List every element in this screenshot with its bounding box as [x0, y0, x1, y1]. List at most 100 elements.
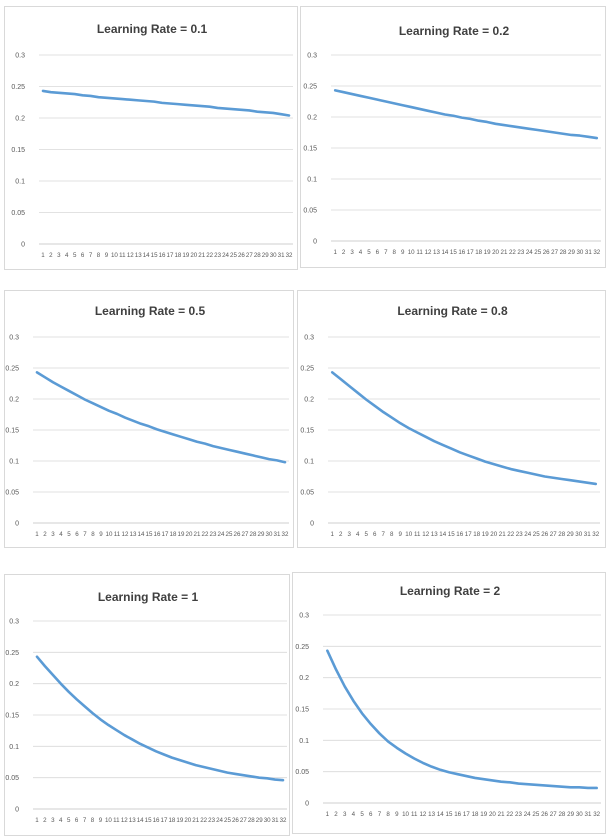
x-tick-label: 22	[202, 531, 209, 538]
x-tick-label: 1	[333, 249, 337, 256]
x-tick-label: 18	[475, 249, 482, 256]
x-tick-label: 27	[246, 252, 253, 259]
x-tick-label: 9	[399, 531, 403, 538]
x-tick-label: 23	[516, 531, 523, 538]
x-tick-label: 2	[339, 531, 343, 538]
y-tick-label: 0.25	[303, 84, 317, 91]
x-tick-label: 21	[194, 531, 201, 538]
y-tick-label: 0.15	[295, 707, 309, 714]
x-tick-label: 17	[463, 811, 470, 818]
x-tick-label: 25	[224, 817, 231, 824]
x-tick-label: 7	[83, 531, 87, 538]
x-tick-label: 16	[454, 811, 461, 818]
x-tick-label: 16	[159, 252, 166, 259]
x-tick-label: 9	[99, 531, 103, 538]
x-tick-label: 20	[184, 817, 191, 824]
x-tick-label: 24	[222, 252, 229, 259]
x-tick-label: 29	[567, 531, 574, 538]
y-tick-label: 0.3	[299, 613, 309, 620]
x-tick-label: 8	[393, 249, 397, 256]
x-tick-label: 12	[419, 811, 426, 818]
x-tick-label: 9	[395, 811, 399, 818]
x-tick-label: 28	[248, 817, 255, 824]
x-tick-label: 9	[401, 249, 405, 256]
line-chart: Learning Rate = 2 0 0.05 0.1 0.15 0.2 0.25 0.3 1…	[295, 584, 601, 818]
x-tick-label: 19	[182, 252, 189, 259]
x-tick-label: 10	[111, 252, 118, 259]
x-tick-label: 2	[334, 811, 338, 818]
chart-title: Learning Rate = 0.2	[399, 24, 510, 38]
x-tick-label: 14	[143, 252, 150, 259]
series-line	[35, 371, 287, 464]
x-tick-label: 7	[378, 811, 382, 818]
x-tick-label: 17	[161, 817, 168, 824]
chart-title: Learning Rate = 0.5	[95, 304, 206, 318]
y-tick-label: 0.3	[15, 53, 25, 60]
y-tick-label: 0.25	[11, 84, 25, 91]
x-tick-label: 15	[448, 531, 455, 538]
line-chart: Learning Rate = 1 0 0.05 0.1 0.15 0.2 0.25 0.3 1…	[5, 590, 287, 824]
y-tick-label: 0	[305, 801, 309, 808]
chart-panel-lr-0-2: Learning Rate = 0.2 0 0.05 0.1 0.15 0.2 0.25 0.…	[300, 6, 606, 268]
x-tick-label: 11	[416, 249, 423, 256]
x-tick-label: 14	[439, 531, 446, 538]
x-tick-label: 29	[256, 817, 263, 824]
x-tick-label: 27	[550, 531, 557, 538]
x-tick-label: 5	[365, 531, 369, 538]
x-tick-label: 27	[551, 249, 558, 256]
x-tick-label: 3	[57, 252, 61, 259]
x-tick-label: 26	[543, 249, 550, 256]
x-tick-label: 6	[75, 817, 79, 824]
x-tick-label: 8	[97, 252, 101, 259]
x-tick-label: 19	[176, 817, 183, 824]
x-tick-label: 28	[254, 252, 261, 259]
x-tick-label: 25	[533, 531, 540, 538]
line-chart: Learning Rate = 0.8 0 0.05 0.1 0.15 0.2 0.25 0.…	[300, 304, 600, 538]
x-tick-label: 25	[230, 252, 237, 259]
x-tick-label: 24	[216, 817, 223, 824]
y-tick-label: 0	[15, 521, 19, 528]
x-tick-label: 7	[382, 531, 386, 538]
x-tick-label: 19	[178, 531, 185, 538]
x-tick-label: 32	[593, 811, 600, 818]
x-tick-label: 21	[192, 817, 199, 824]
x-tick-label: 29	[568, 249, 575, 256]
x-tick-label: 14	[137, 817, 144, 824]
x-tick-label: 6	[373, 531, 377, 538]
y-tick-label: 0.1	[299, 738, 309, 745]
x-tick-label: 23	[515, 811, 522, 818]
line-chart: Learning Rate = 0.2 0 0.05 0.1 0.15 0.2 0.25 0.…	[303, 24, 601, 256]
x-tick-label: 4	[65, 252, 69, 259]
x-tick-label: 28	[560, 249, 567, 256]
x-tick-label: 30	[575, 531, 582, 538]
y-tick-label: 0.2	[15, 116, 25, 123]
x-tick-label: 27	[240, 817, 247, 824]
y-tick-label: 0.15	[303, 146, 317, 153]
x-tick-label: 18	[473, 531, 480, 538]
x-tick-label: 28	[558, 811, 565, 818]
x-tick-label: 2	[49, 252, 53, 259]
x-tick-label: 19	[484, 249, 491, 256]
x-tick-label: 5	[360, 811, 364, 818]
x-tick-label: 32	[282, 531, 289, 538]
y-tick-label: 0.25	[300, 366, 314, 373]
x-tick-label: 28	[250, 531, 257, 538]
y-tick-label: 0.15	[300, 428, 314, 435]
x-tick-label: 3	[51, 817, 55, 824]
x-tick-label: 31	[278, 252, 285, 259]
x-tick-label: 13	[135, 252, 142, 259]
x-tick-label: 16	[153, 817, 160, 824]
line-chart: Learning Rate = 0.5 0 0.05 0.1 0.15 0.2 0.25 0.…	[5, 304, 289, 538]
x-tick-label: 10	[105, 817, 112, 824]
chart-title: Learning Rate = 2	[400, 584, 501, 598]
x-tick-label: 17	[167, 252, 174, 259]
y-tick-label: 0	[310, 521, 314, 528]
y-tick-label: 0.1	[304, 459, 314, 466]
x-tick-label: 21	[198, 252, 205, 259]
x-tick-label: 11	[411, 811, 418, 818]
y-tick-label: 0.05	[5, 490, 19, 497]
x-tick-label: 4	[59, 531, 63, 538]
y-tick-label: 0.25	[5, 366, 19, 373]
x-tick-label: 26	[234, 531, 241, 538]
x-tick-label: 23	[517, 249, 524, 256]
